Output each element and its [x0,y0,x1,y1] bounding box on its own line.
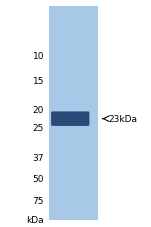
Text: 10: 10 [33,52,44,60]
Bar [49,7,98,220]
Text: 37: 37 [33,153,44,162]
Text: 25: 25 [33,124,44,133]
Text: 20: 20 [33,106,44,115]
Text: 15: 15 [33,76,44,85]
Text: 50: 50 [33,174,44,183]
Text: kDa: kDa [26,215,44,224]
Text: 23kDa: 23kDa [108,115,137,124]
Text: 75: 75 [33,196,44,205]
FancyBboxPatch shape [51,112,89,126]
